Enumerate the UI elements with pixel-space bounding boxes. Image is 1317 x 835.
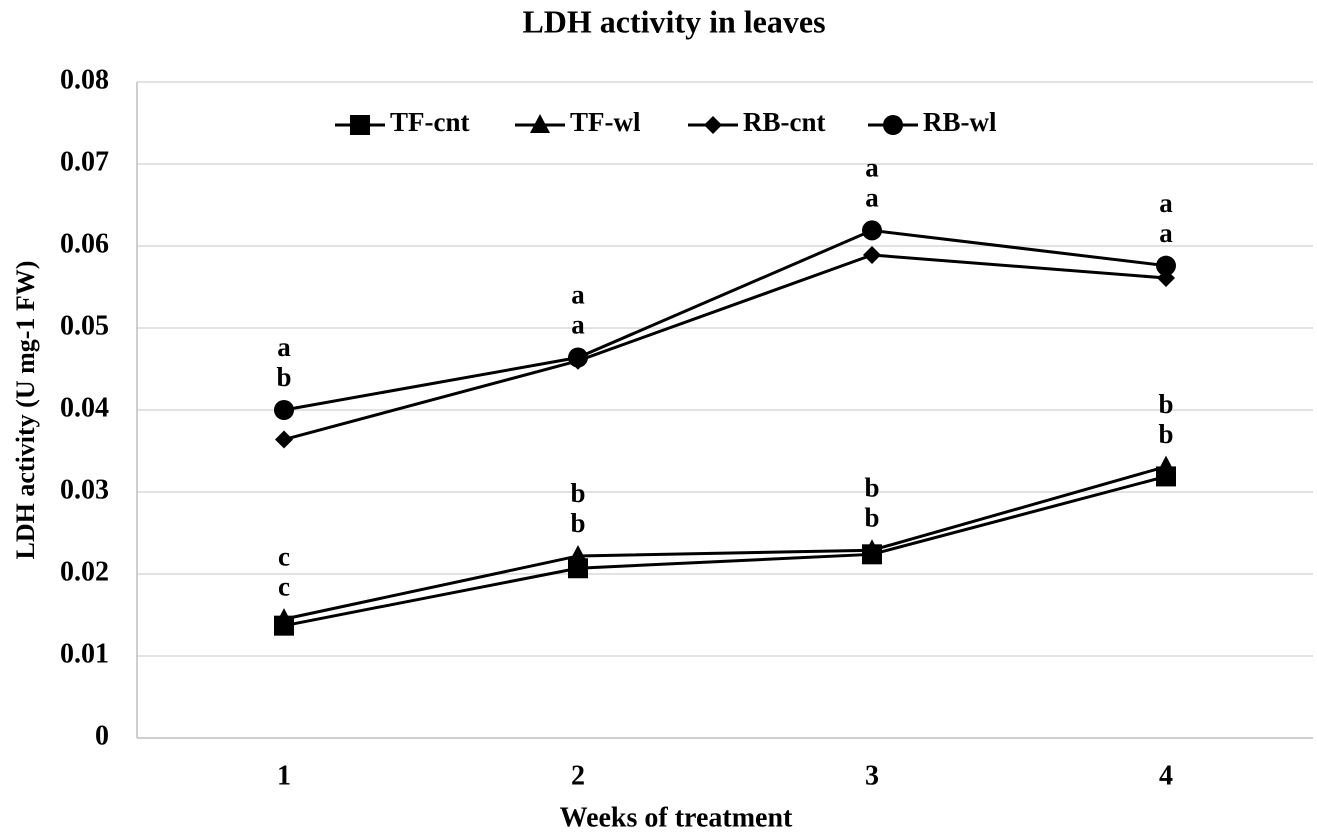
series-line (283, 228, 1167, 412)
marker (1156, 255, 1176, 276)
significance-letter: a (571, 280, 585, 310)
significance-letter: b (1158, 389, 1173, 419)
y-tick-label: 0.01 (60, 638, 109, 669)
legend-label: TF-wl (570, 107, 641, 137)
legend-label: TF-cnt (390, 107, 469, 137)
x-axis-label: Weeks of treatment (560, 802, 793, 833)
marker (863, 246, 881, 265)
y-tick-label: 0.08 (60, 64, 109, 95)
significance-letter: c (278, 541, 290, 571)
y-axis-label: LDH activity (U mg-1 FW) (11, 261, 40, 560)
significance-letter: c (278, 571, 290, 601)
y-tick-label: 0.04 (60, 392, 109, 423)
chart-title: LDH activity in leaves (522, 3, 825, 39)
marker (862, 539, 882, 559)
series-line (283, 253, 1167, 441)
y-tick-label: 0.07 (60, 146, 109, 177)
significance-letter: a (1159, 188, 1173, 218)
marker (1156, 455, 1176, 475)
significance-letter: b (1158, 419, 1173, 449)
significance-letter: a (571, 310, 585, 340)
series-line (283, 465, 1167, 621)
marker (274, 400, 294, 420)
x-tick-label: 4 (1159, 760, 1173, 791)
marker (568, 544, 588, 564)
y-tick-label: 0 (95, 720, 109, 751)
significance-letter: b (276, 362, 291, 392)
legend-marker (883, 115, 903, 135)
significance-letter: b (864, 472, 879, 502)
significance-letter: b (570, 508, 585, 538)
y-tick-label: 0.02 (60, 556, 109, 587)
significance-letter: b (864, 502, 879, 532)
significance-letter: b (570, 478, 585, 508)
marker (862, 220, 882, 241)
significance-letter: a (1159, 218, 1173, 248)
series-line (283, 474, 1167, 628)
legend-marker (350, 115, 370, 135)
marker (274, 608, 294, 628)
x-tick-label: 3 (865, 760, 879, 791)
legend-label: RB-wl (923, 107, 997, 137)
legend-marker (704, 116, 722, 134)
legend-label: RB-cnt (743, 107, 826, 137)
significance-letter: a (865, 153, 879, 183)
x-tick-label: 1 (277, 760, 291, 791)
y-tick-label: 0.05 (60, 310, 109, 341)
legend-marker (530, 114, 550, 133)
marker (275, 430, 293, 449)
marker (568, 347, 588, 368)
y-tick-label: 0.06 (60, 228, 109, 259)
significance-letter: a (865, 183, 879, 213)
y-tick-label: 0.03 (60, 474, 109, 505)
significance-letter: a (277, 332, 291, 362)
x-tick-label: 2 (571, 760, 585, 791)
